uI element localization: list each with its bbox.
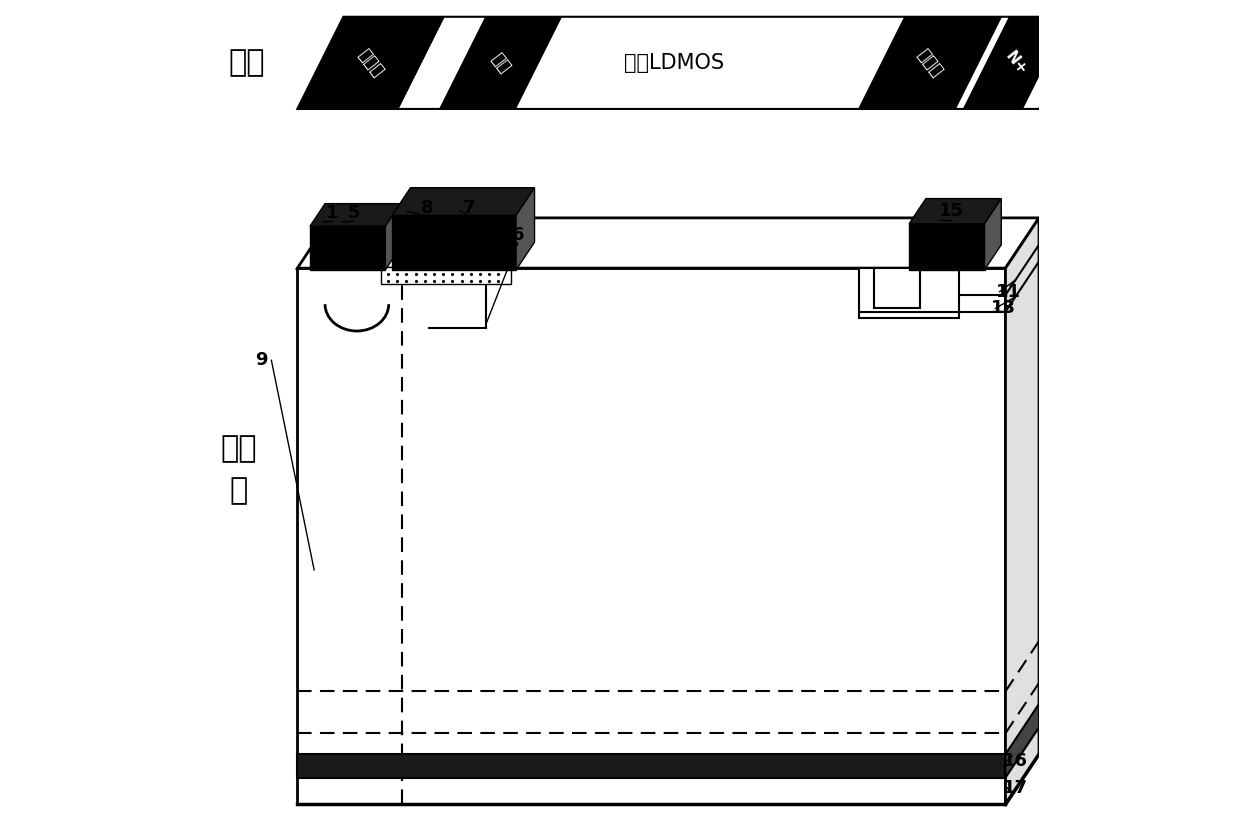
Polygon shape	[859, 17, 1001, 109]
Polygon shape	[909, 199, 1001, 224]
Bar	[909, 224, 985, 270]
Bar	[310, 226, 386, 270]
Polygon shape	[392, 188, 534, 215]
Polygon shape	[440, 17, 562, 109]
Text: 栅极: 栅极	[487, 49, 513, 76]
Bar	[298, 754, 1006, 778]
Polygon shape	[1006, 704, 1039, 778]
Text: 13: 13	[991, 299, 1017, 318]
Polygon shape	[298, 17, 444, 109]
Polygon shape	[985, 199, 1001, 270]
Text: 版图: 版图	[228, 49, 264, 77]
Bar	[381, 267, 511, 284]
Bar	[298, 268, 1006, 804]
Text: 15: 15	[939, 202, 963, 220]
Text: 17: 17	[1003, 779, 1028, 797]
Polygon shape	[386, 204, 401, 270]
Text: 5: 5	[347, 204, 360, 222]
Polygon shape	[298, 17, 1085, 109]
Polygon shape	[516, 188, 534, 270]
Bar	[859, 268, 960, 318]
Text: 7: 7	[463, 199, 475, 217]
Text: N+: N+	[1002, 49, 1029, 77]
Text: 集电极: 集电极	[914, 45, 946, 80]
Text: 1: 1	[326, 204, 339, 222]
Text: 8: 8	[420, 199, 434, 217]
Polygon shape	[298, 218, 1039, 268]
Bar	[392, 215, 516, 270]
Text: 发射极: 发射极	[355, 45, 387, 80]
Text: 剖面: 剖面	[221, 434, 257, 463]
Text: 16: 16	[1003, 752, 1028, 770]
Polygon shape	[1006, 218, 1039, 804]
Bar	[874, 268, 920, 308]
Text: 图: 图	[229, 476, 248, 504]
Polygon shape	[963, 17, 1069, 109]
Text: 9: 9	[255, 351, 268, 370]
Text: 11: 11	[996, 282, 1021, 301]
Text: 6: 6	[512, 225, 525, 244]
Text: 传统LDMOS: 传统LDMOS	[625, 53, 724, 73]
Polygon shape	[310, 204, 401, 226]
